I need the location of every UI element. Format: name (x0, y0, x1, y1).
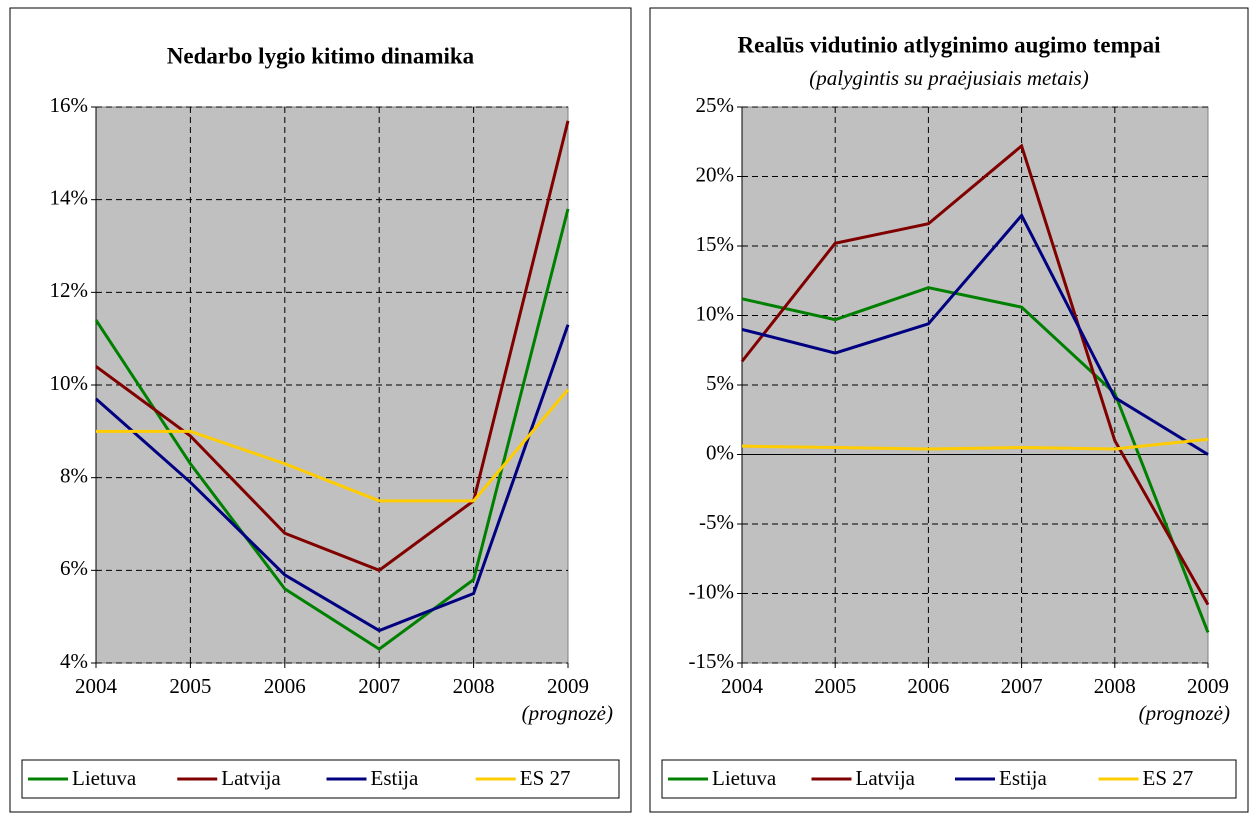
y-tick-label: 4% (60, 649, 88, 673)
series-line (94, 208, 570, 651)
x-tick-label: 2004 (75, 674, 118, 698)
x-tick-label: 2009 (1187, 674, 1229, 698)
y-tick-label: -5% (699, 510, 734, 534)
legend-label: Latvija (221, 766, 281, 790)
series-line (740, 143, 1210, 606)
x-tick-label: 2009 (547, 674, 589, 698)
y-tick-label: 16% (50, 93, 89, 117)
series-line (96, 388, 570, 503)
x-tick-label: 2006 (264, 674, 306, 698)
x-tick-label: 2008 (1094, 674, 1136, 698)
chart-subtitle: (palygintis su praėjusiais metais) (809, 66, 1088, 90)
series-line (95, 120, 570, 573)
series-line (741, 212, 1209, 456)
legend-label: Lietuva (712, 766, 777, 790)
legend-label: Estija (371, 766, 420, 790)
x-tick-label: 2006 (907, 674, 949, 698)
y-tick-label: 8% (60, 463, 88, 487)
chart-title: Nedarbo lygio kitimo dinamika (167, 43, 475, 68)
series-line (741, 437, 1209, 451)
series-line (95, 324, 570, 633)
legend-label: Lietuva (72, 766, 137, 790)
x-tick-label: 2004 (721, 674, 764, 698)
y-tick-label: 5% (706, 371, 734, 395)
x-tick-label: 2007 (1001, 674, 1043, 698)
legend (21, 759, 620, 799)
y-tick-label: -15% (689, 649, 735, 673)
annotation: (prognozė) (1139, 701, 1230, 725)
series-line (741, 286, 1210, 633)
legend-label: Latvija (856, 766, 916, 790)
y-tick-label: 10% (50, 371, 89, 395)
x-tick-label: 2008 (453, 674, 495, 698)
y-tick-label: 15% (696, 232, 735, 256)
legend-label: ES 27 (1143, 766, 1194, 790)
y-tick-label: 10% (696, 301, 735, 325)
legend-label: Estija (999, 766, 1048, 790)
x-tick-label: 2007 (358, 674, 400, 698)
y-tick-label: 20% (696, 162, 735, 186)
y-tick-label: 6% (60, 556, 88, 580)
x-tick-label: 2005 (814, 674, 856, 698)
y-tick-label: -10% (689, 579, 735, 603)
y-tick-label: 14% (50, 185, 89, 209)
legend-label: ES 27 (520, 766, 571, 790)
y-tick-label: 25% (696, 93, 735, 117)
chart-title: Realūs vidutinio atlyginimo augimo tempa… (738, 32, 1162, 57)
y-tick-label: 12% (50, 278, 89, 302)
y-tick-label: 0% (706, 440, 734, 464)
legend (661, 759, 1237, 799)
x-tick-label: 2005 (169, 674, 211, 698)
annotation: (prognozė) (522, 701, 613, 725)
